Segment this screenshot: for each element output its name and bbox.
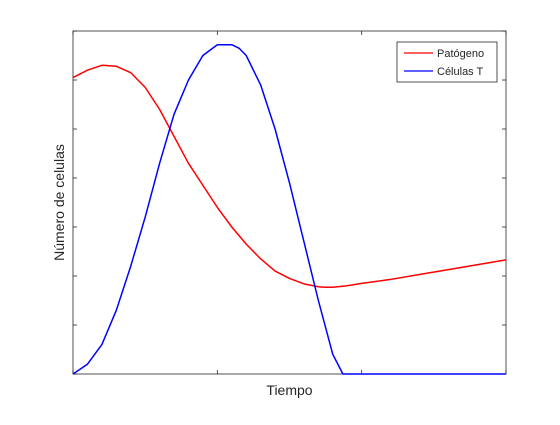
y-axis-label: Número de celulas [51,144,67,261]
legend: Patógeno Células T [396,41,498,83]
series-line-1 [72,43,506,375]
series-layer [72,43,507,375]
legend-box [396,41,498,83]
legend-label-patogeno: Patógeno [437,48,484,60]
axis-ticks [72,30,507,375]
legend-label-celulas-t: Células T [437,66,484,78]
series-line-0 [72,64,507,289]
x-axis-label: Tiempo [266,382,312,398]
plot-area [72,30,507,375]
